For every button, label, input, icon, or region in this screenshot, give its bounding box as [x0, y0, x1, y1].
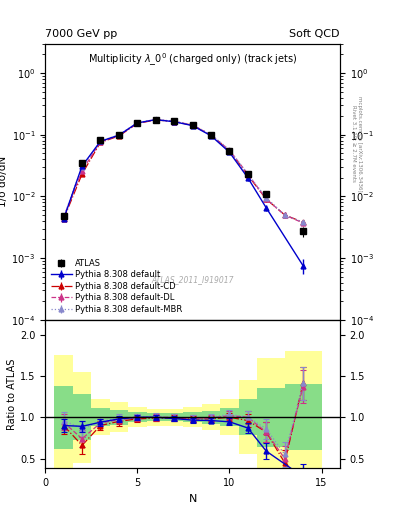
- Bar: [147, 413, 165, 421]
- Bar: [184, 412, 202, 422]
- Text: Multiplicity $\lambda\_0^0$ (charged only) (track jets): Multiplicity $\lambda\_0^0$ (charged onl…: [88, 52, 298, 69]
- Bar: [202, 411, 220, 424]
- Bar: [91, 408, 110, 426]
- Bar: [147, 409, 165, 425]
- Text: ATLAS_2011_I919017: ATLAS_2011_I919017: [151, 275, 234, 284]
- Bar: [257, 388, 285, 447]
- Bar: [110, 410, 128, 424]
- Text: mcplots.cern.ch [arXiv:1306.3436]: mcplots.cern.ch [arXiv:1306.3436]: [357, 96, 362, 191]
- Bar: [239, 399, 257, 435]
- Text: Rivet 3.1.10; ≥ 2.7M events: Rivet 3.1.10; ≥ 2.7M events: [351, 105, 356, 182]
- Bar: [184, 408, 202, 427]
- Bar: [73, 372, 91, 463]
- Bar: [285, 384, 321, 450]
- Legend: ATLAS, Pythia 8.308 default, Pythia 8.308 default-CD, Pythia 8.308 default-DL, P: ATLAS, Pythia 8.308 default, Pythia 8.30…: [50, 257, 184, 315]
- Text: 7000 GeV pp: 7000 GeV pp: [45, 29, 118, 39]
- Bar: [128, 412, 147, 422]
- Bar: [165, 413, 184, 421]
- Bar: [257, 358, 285, 477]
- Bar: [239, 380, 257, 455]
- Bar: [110, 402, 128, 432]
- Bar: [220, 408, 239, 426]
- Bar: [128, 408, 147, 427]
- Bar: [73, 394, 91, 440]
- Y-axis label: Ratio to ATLAS: Ratio to ATLAS: [7, 358, 17, 430]
- Bar: [220, 399, 239, 435]
- Y-axis label: 1/σ dσ/dN: 1/σ dσ/dN: [0, 156, 9, 207]
- Bar: [54, 355, 73, 479]
- Text: Soft QCD: Soft QCD: [290, 29, 340, 39]
- X-axis label: N: N: [188, 494, 197, 504]
- Bar: [285, 351, 321, 483]
- Bar: [91, 399, 110, 435]
- Bar: [202, 404, 220, 431]
- Bar: [165, 409, 184, 425]
- Bar: [54, 386, 73, 449]
